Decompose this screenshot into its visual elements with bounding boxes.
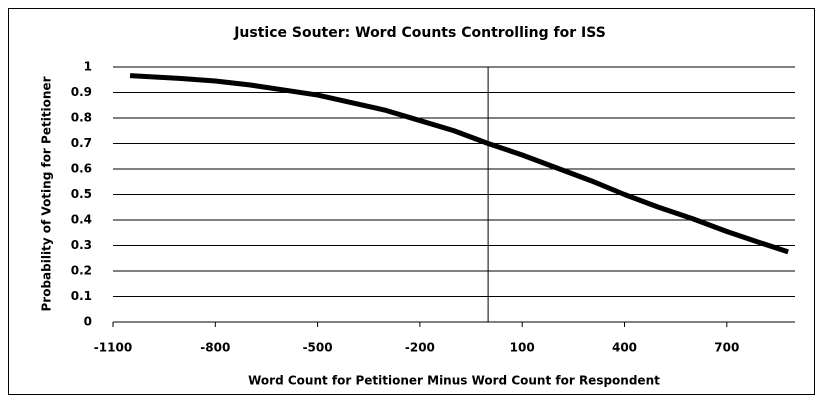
y-tick-label: 0.2 bbox=[71, 264, 92, 278]
x-tick-label: 700 bbox=[714, 341, 739, 355]
y-tick-label: 0.6 bbox=[71, 162, 92, 176]
x-tick-label: -800 bbox=[200, 341, 230, 355]
y-tick-label: 0.3 bbox=[71, 238, 92, 252]
x-axis-label: Word Count for Petitioner Minus Word Cou… bbox=[248, 374, 660, 388]
x-tick-label: -500 bbox=[303, 341, 333, 355]
y-tick-label: 0.7 bbox=[71, 136, 92, 150]
y-tick-label: 0.8 bbox=[71, 111, 92, 125]
data-line bbox=[129, 73, 789, 255]
y-tick-label: 0.1 bbox=[71, 289, 92, 303]
y-axis-label: Probability of Voting for Petitioner bbox=[40, 76, 54, 311]
y-tick-label: 0.4 bbox=[71, 213, 92, 227]
chart-title: Justice Souter: Word Counts Controlling … bbox=[233, 25, 606, 41]
chart-border bbox=[8, 8, 815, 395]
x-tick-label: -200 bbox=[405, 341, 435, 355]
x-tick-label: -1100 bbox=[94, 341, 132, 355]
y-tick-label: 0.5 bbox=[71, 187, 92, 201]
y-tick-label: 0 bbox=[84, 315, 92, 329]
x-tick-label: 400 bbox=[612, 341, 637, 355]
y-tick-label: 0.9 bbox=[71, 85, 92, 99]
x-tick-label: 100 bbox=[510, 341, 535, 355]
y-tick-label: 1 bbox=[84, 60, 92, 74]
